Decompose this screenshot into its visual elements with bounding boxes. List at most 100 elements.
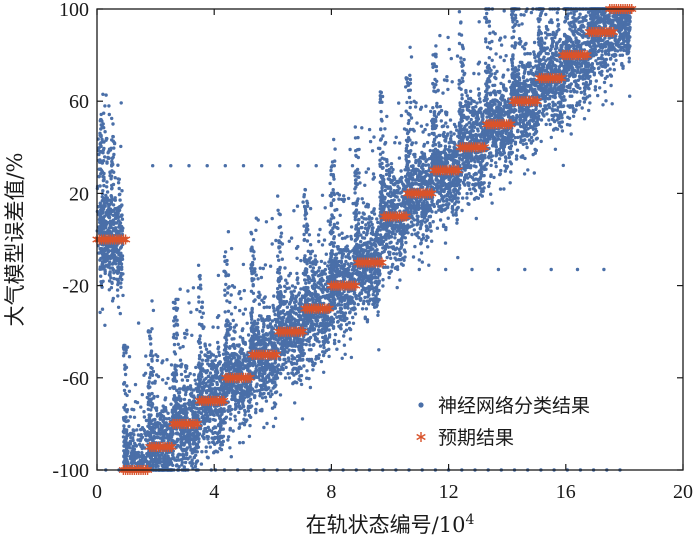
- network-point: [367, 127, 372, 132]
- network-point: [360, 197, 364, 201]
- network-point: [329, 203, 334, 207]
- network-point: [124, 348, 128, 352]
- network-point: [233, 398, 238, 403]
- network-point: [239, 351, 243, 356]
- network-point: [223, 382, 228, 387]
- network-point: [347, 271, 351, 275]
- network-point: [308, 206, 313, 211]
- network-point: [162, 455, 166, 459]
- network-point: [268, 324, 272, 329]
- network-point: [140, 446, 144, 451]
- network-point: [329, 168, 333, 173]
- network-point: [250, 260, 255, 265]
- network-point: [251, 254, 255, 258]
- network-point: [320, 269, 324, 273]
- network-point: [296, 281, 300, 285]
- network-point: [286, 356, 291, 360]
- network-point: [198, 345, 203, 350]
- network-point: [114, 250, 118, 254]
- network-point: [233, 305, 237, 310]
- network-point: [322, 339, 326, 344]
- network-point: [198, 334, 202, 338]
- network-point: [289, 322, 293, 326]
- network-point: [208, 371, 213, 375]
- network-point: [194, 365, 198, 370]
- network-point: [111, 229, 116, 233]
- network-point: [118, 198, 122, 202]
- network-point: [335, 347, 339, 351]
- network-point: [239, 348, 243, 353]
- network-point: [175, 308, 179, 312]
- network-point: [262, 368, 266, 372]
- network-point: [159, 415, 163, 419]
- network-point: [285, 305, 290, 309]
- network-point: [278, 342, 282, 346]
- network-point: [125, 460, 130, 464]
- network-point: [243, 408, 247, 413]
- network-point: [213, 418, 217, 422]
- network-point: [150, 401, 154, 406]
- network-point: [184, 453, 189, 457]
- network-point: [208, 343, 212, 347]
- network-point: [303, 298, 308, 302]
- network-point: [197, 361, 201, 365]
- network-point: [120, 229, 125, 233]
- network-point: [186, 385, 190, 390]
- network-point: [206, 362, 210, 366]
- network-point: [270, 216, 274, 221]
- network-point: [105, 185, 109, 189]
- network-point: [125, 454, 129, 458]
- network-point: [287, 314, 291, 318]
- network-point: [237, 362, 241, 366]
- network-point: [226, 309, 231, 313]
- network-point: [337, 339, 341, 344]
- network-point: [369, 248, 373, 252]
- network-point: [231, 389, 235, 393]
- network-point: [148, 456, 153, 460]
- network-point: [319, 359, 324, 364]
- network-point: [325, 293, 329, 298]
- network-point: [283, 376, 288, 380]
- network-point: [313, 292, 317, 297]
- network-point: [150, 357, 154, 362]
- network-point: [270, 242, 274, 246]
- network-point: [331, 320, 335, 324]
- network-point: [116, 215, 121, 219]
- network-point: [110, 299, 115, 303]
- network-point: [307, 339, 311, 344]
- network-point: [259, 362, 263, 367]
- network-point: [272, 294, 276, 298]
- network-point: [172, 386, 176, 391]
- network-point: [121, 354, 126, 358]
- network-point: [306, 249, 310, 253]
- network-point: [316, 356, 321, 360]
- network-point: [99, 280, 103, 284]
- network-point: [146, 400, 151, 404]
- network-point: [116, 305, 121, 309]
- network-point: [342, 330, 347, 334]
- network-point: [223, 259, 227, 263]
- network-point: [98, 310, 102, 315]
- network-point: [234, 386, 238, 390]
- network-point: [238, 308, 242, 313]
- network-point: [234, 360, 238, 364]
- network-point: [183, 429, 188, 433]
- network-point: [374, 244, 378, 248]
- network-point: [292, 349, 296, 353]
- network-point: [190, 451, 194, 455]
- network-point: [116, 265, 121, 270]
- network-point: [255, 341, 259, 346]
- network-point: [226, 365, 230, 369]
- network-point: [146, 392, 151, 396]
- network-point: [337, 233, 341, 237]
- network-point: [310, 269, 314, 273]
- network-point: [324, 326, 329, 330]
- network-point: [237, 426, 241, 430]
- network-point: [225, 299, 229, 303]
- network-point: [333, 253, 338, 257]
- network-point: [231, 362, 235, 367]
- network-point: [292, 289, 296, 293]
- network-point: [254, 374, 258, 378]
- network-point: [183, 369, 187, 374]
- network-point: [196, 414, 200, 418]
